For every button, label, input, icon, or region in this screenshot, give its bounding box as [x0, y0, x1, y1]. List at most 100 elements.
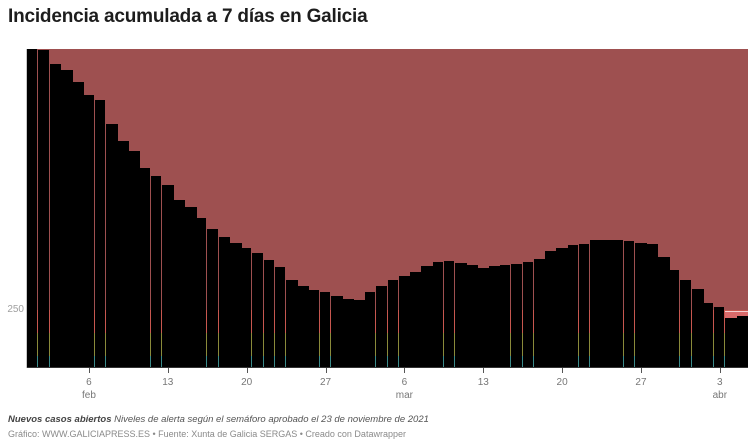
bar: [635, 243, 648, 367]
bar: [263, 260, 274, 367]
chart-credits: Gráfico: WWW.GALICIAPRESS.ES • Fuente: X…: [8, 429, 406, 439]
x-axis-month: abr: [712, 390, 728, 401]
x-axis-label: 3 abr: [700, 376, 740, 402]
bar: [545, 250, 558, 367]
bar: [488, 266, 501, 367]
x-axis-day: 27: [635, 377, 647, 388]
y-axis-label: 250: [7, 304, 24, 315]
x-axis-month: mar: [395, 390, 413, 401]
bar: [274, 266, 286, 367]
bar: [657, 257, 670, 367]
bar: [229, 243, 242, 367]
bar: [680, 279, 691, 367]
bar: [522, 261, 533, 367]
bar: [443, 261, 455, 367]
x-axis-day: 20: [241, 377, 253, 388]
bar: [398, 276, 411, 367]
x-axis-label: 20: [227, 376, 267, 389]
x-axis-label: 27: [306, 376, 346, 389]
bar: [511, 263, 522, 367]
chart-notes: Nuevos casos abiertos Niveles de alerta …: [8, 414, 429, 425]
x-axis-day: 20: [556, 377, 568, 388]
x-axis-label: 27: [621, 376, 661, 389]
bar: [49, 64, 62, 367]
bar: [83, 95, 94, 367]
notes-text: Niveles de alerta según el semáforo apro…: [111, 414, 429, 425]
bar: [376, 286, 387, 367]
x-axis-tick: [483, 368, 484, 373]
chart-plot-area: [27, 49, 748, 367]
x-axis-tick: [168, 368, 169, 373]
bar: [241, 248, 252, 367]
x-axis-label: 13: [148, 376, 188, 389]
bar: [195, 217, 207, 367]
bar: [162, 185, 175, 367]
bar: [466, 265, 479, 367]
bar: [353, 299, 366, 367]
x-axis-tick: [720, 368, 721, 373]
bar-series: [27, 49, 748, 367]
bar: [612, 240, 624, 367]
bar: [556, 248, 569, 367]
bar: [252, 253, 263, 367]
bar: [139, 168, 150, 367]
bar: [533, 258, 546, 367]
bar: [297, 286, 310, 367]
bar: [579, 244, 590, 367]
x-axis-label: 6 feb: [69, 376, 109, 402]
bar: [207, 229, 218, 367]
x-axis-tick: [89, 368, 90, 373]
bar: [714, 307, 725, 367]
bar: [286, 279, 298, 367]
x-axis-tick: [404, 368, 405, 373]
bar: [105, 124, 118, 367]
bar: [725, 318, 738, 367]
bar: [117, 141, 129, 367]
bar: [150, 175, 162, 367]
x-axis-tick: [247, 368, 248, 373]
chart-title: Incidencia acumulada a 7 días en Galicia: [8, 6, 368, 27]
bar: [432, 261, 443, 367]
bar: [38, 50, 49, 367]
x-axis-day: 13: [162, 377, 174, 388]
x-axis-label: 20: [542, 376, 582, 389]
bar: [60, 70, 73, 367]
x-axis-tick: [562, 368, 563, 373]
bar: [27, 49, 38, 367]
x-axis-month: feb: [82, 390, 96, 401]
bar: [72, 82, 84, 367]
bar: [128, 151, 141, 367]
bar: [455, 263, 467, 367]
x-axis-day: 13: [477, 377, 489, 388]
bar: [590, 240, 603, 367]
x-axis-day: 3: [717, 377, 723, 388]
bar: [500, 265, 511, 367]
x-axis-label: 13: [463, 376, 503, 389]
bar: [173, 200, 186, 367]
x-axis-day: 6: [86, 377, 92, 388]
bar: [410, 271, 422, 367]
bar: [342, 299, 355, 367]
x-axis-label: 6 mar: [384, 376, 424, 402]
bar: [364, 292, 376, 367]
bar: [387, 279, 398, 367]
x-axis-tick: [326, 368, 327, 373]
bar: [184, 206, 197, 367]
bar: [646, 244, 659, 367]
bar: [669, 270, 680, 367]
bar: [331, 296, 344, 367]
bar: [94, 100, 105, 367]
bar: [421, 266, 434, 367]
bar: [218, 237, 231, 367]
bar: [601, 240, 614, 367]
x-axis-tick: [641, 368, 642, 373]
x-axis-day: 27: [319, 377, 332, 388]
bar: [691, 289, 704, 367]
notes-bold: Nuevos casos abiertos: [8, 414, 112, 425]
bar: [319, 292, 331, 367]
x-axis-day: 6: [401, 377, 408, 388]
y-axis-line: [26, 49, 27, 368]
bar: [624, 240, 635, 367]
bar: [477, 268, 490, 367]
bar: [308, 289, 319, 367]
